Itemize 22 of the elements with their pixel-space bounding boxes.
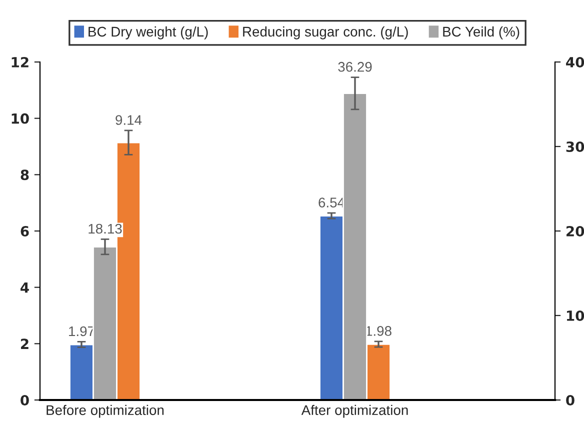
x-tick-label: After optimization	[301, 404, 408, 418]
data-label: 18.13	[88, 224, 122, 234]
y-tick-label: 8	[20, 170, 29, 180]
y2-tick-label: 0	[566, 394, 574, 406]
y-tick-label: 4	[20, 282, 29, 293]
y2-tick-label: 30	[566, 141, 584, 152]
y-tick-label: 6	[20, 226, 29, 236]
y2-tick-label: 40	[566, 56, 584, 68]
y-tick-label: 2	[21, 338, 28, 349]
y-tick-label: 12	[12, 56, 28, 68]
y-tick-label: 10	[12, 113, 29, 124]
data-label: 9.14	[116, 115, 142, 125]
legend-label: BC Yeild (%)	[443, 26, 520, 40]
data-label: 36.29	[338, 62, 372, 72]
y2-tick-label: 20	[566, 226, 584, 236]
legend-label: BC Dry weight (g/L)	[88, 26, 208, 40]
y2-tick-label: 10	[566, 310, 584, 321]
legend-label: Reducing sugar conc. (g/L)	[243, 26, 408, 40]
data-label: 1.97	[69, 326, 94, 336]
y-tick-label: 0	[20, 394, 29, 406]
data-label: 1.98	[366, 326, 392, 336]
x-tick-label: Before optimization	[46, 404, 164, 418]
